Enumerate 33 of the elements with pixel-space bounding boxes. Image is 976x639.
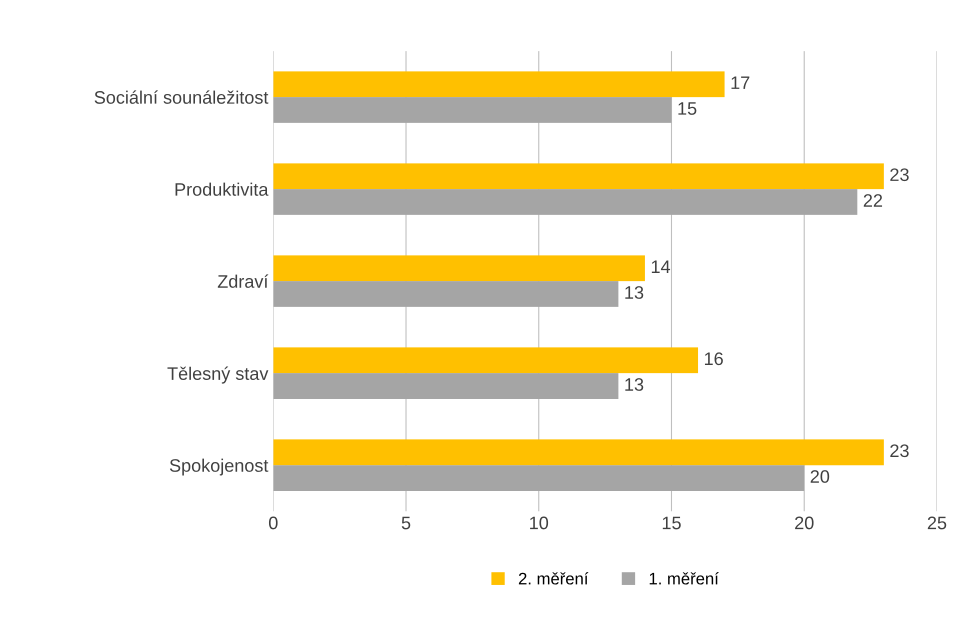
y-tick-label: Spokojenost [170, 458, 268, 476]
bar [273, 71, 725, 98]
data-label: 23 [890, 444, 909, 458]
data-label: 13 [625, 378, 644, 391]
y-tick-label: Tělesný stav [167, 366, 268, 384]
legend-label: 1. měření [650, 572, 719, 585]
x-tick-label: 25 [928, 516, 946, 530]
bar [273, 163, 884, 190]
legend-label: 2. měření [518, 572, 588, 585]
x-tick-label: 15 [662, 516, 681, 530]
bar [273, 465, 804, 491]
y-tick-label: Produktivita [176, 182, 268, 196]
bar [273, 373, 618, 399]
data-label: 15 [678, 102, 696, 115]
bar [273, 347, 698, 374]
bar [273, 281, 618, 307]
x-tick-label: 20 [795, 516, 814, 530]
y-tick-label: Sociální sounáležitost [94, 90, 268, 104]
data-label: 23 [890, 168, 909, 182]
data-label: 20 [810, 470, 830, 483]
data-label: 13 [625, 286, 644, 299]
bar [273, 255, 645, 282]
data-label: 14 [652, 260, 670, 273]
y-tick-label: Zdraví [218, 274, 268, 288]
x-tick-label: 5 [402, 516, 410, 530]
data-label: 17 [732, 76, 750, 89]
bar [273, 97, 672, 123]
x-tick-label: 10 [530, 516, 548, 530]
bar [273, 439, 884, 466]
bar [273, 189, 858, 215]
data-label: 22 [864, 194, 882, 207]
x-tick-label: 0 [268, 516, 278, 530]
data-label: 16 [704, 352, 723, 366]
